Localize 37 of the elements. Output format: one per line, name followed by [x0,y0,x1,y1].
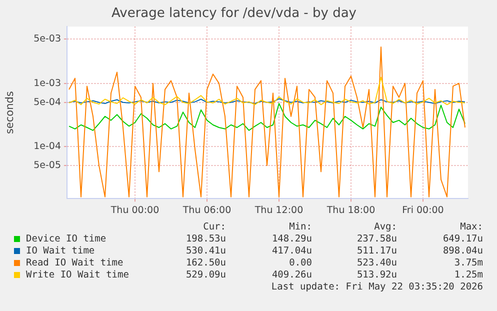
x-tick-label: Thu 06:00 [182,204,232,216]
text: 409.26u [272,269,312,280]
chart-title: Average latency for /dev/vda - by day [112,6,357,22]
text: 417.04u [272,245,312,256]
text: Cur: [203,221,226,232]
legend-label: Write IO Wait time [26,269,130,280]
y-tick-label: 1e-04 [34,141,61,152]
text: 237.58u [356,233,397,244]
legend-label: Read IO Wait time [26,257,124,268]
text: 0.00 [289,257,312,268]
text: Min: [289,221,312,232]
y-tick-label: 5e-05 [34,160,61,172]
text: Last update: Fri May 22 03:35:20 2026 [271,281,484,292]
text: 530.41u [186,245,226,256]
y-tick-label: 1e-03 [34,78,61,89]
text: 649.17u [442,233,483,244]
x-tick-label: Thu 00:00 [110,204,160,216]
text: 898.04u [442,245,483,256]
x-tick-label: Fri 00:00 [402,204,444,216]
text: 3.75m [454,257,484,268]
text: Avg: [374,221,397,232]
text: 511.17u [356,245,397,256]
legend-label: Device IO time [26,233,106,244]
text: 148.29u [272,233,312,244]
text: 1.25m [454,269,484,280]
x-tick-label: Thu 18:00 [326,204,376,216]
legend-label: IO Wait time [26,245,95,256]
text: 162.50u [186,257,226,268]
text: 523.40u [356,257,397,268]
text: 529.09u [186,269,226,280]
y-axis-title: seconds [4,91,16,134]
y-tick-label: 5e-04 [34,96,61,108]
y-tick-label: 5e-03 [34,34,61,45]
x-tick-label: Thu 12:00 [254,204,304,216]
text: 513.92u [356,269,397,280]
text: 198.53u [186,233,226,244]
text: Max: [460,221,483,232]
